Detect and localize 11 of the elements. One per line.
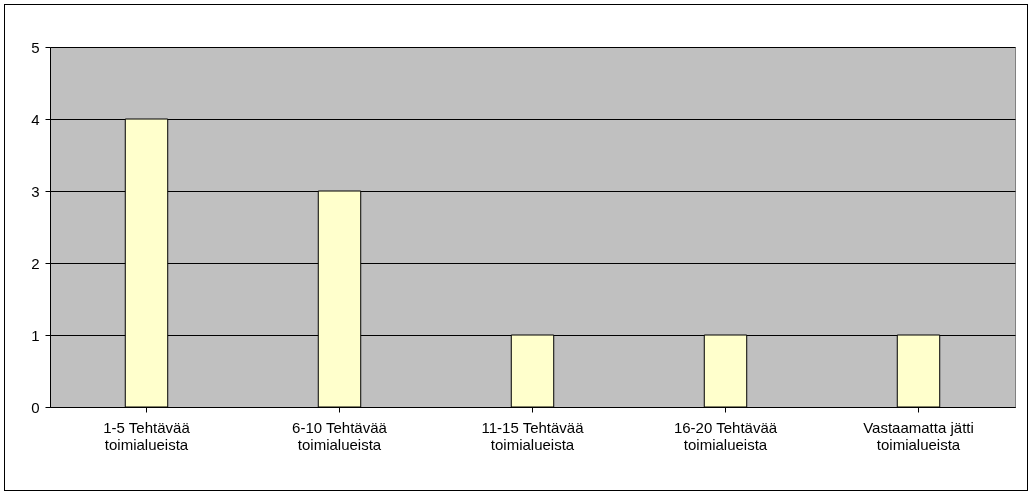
x-tick-label: 16-20 Tehtävää toimialueista <box>673 418 778 453</box>
y-tick-label: 5 <box>31 38 40 56</box>
y-tick-label: 3 <box>31 182 40 200</box>
x-tick-label: 1-5 Tehtävää toimialueista <box>103 418 191 453</box>
y-tick-label: 0 <box>31 398 40 416</box>
x-tick-label: 11-15 Tehtävää toimialueista <box>481 418 585 453</box>
y-tick-label: 1 <box>31 326 40 344</box>
y-tick-label: 2 <box>31 254 40 272</box>
x-tick-label: Vastaamatta jätti toimialueista <box>863 418 974 453</box>
y-tick-label: 4 <box>31 110 40 128</box>
x-tick-label: 6-10 Tehtävää toimialueista <box>292 418 388 453</box>
